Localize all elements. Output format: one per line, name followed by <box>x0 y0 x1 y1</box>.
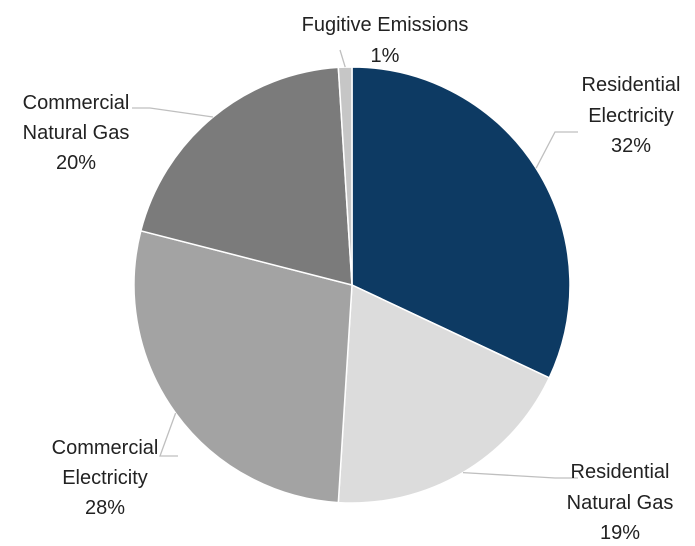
pie-slices <box>133 66 571 504</box>
leader-line-residential-natural-gas <box>462 471 578 479</box>
label-commercial-natural-gas-line1: Commercial <box>23 92 130 114</box>
leader-line-commercial-natural-gas <box>132 107 214 118</box>
label-residential-natural-gas: Residential Natural Gas 19% <box>567 461 674 544</box>
label-residential-natural-gas-percent: 19% <box>600 522 640 544</box>
leader-line-fugitive-emissions <box>339 49 346 68</box>
label-residential-electricity-line2: Electricity <box>588 105 674 127</box>
label-commercial-natural-gas-percent: 20% <box>56 152 96 174</box>
label-residential-electricity-line1: Residential <box>582 74 681 96</box>
label-commercial-natural-gas-line2: Natural Gas <box>23 122 130 144</box>
leader-lines <box>132 49 578 479</box>
pie-slice-residential-natural-gas <box>337 283 551 504</box>
label-commercial-natural-gas: Commercial Natural Gas 20% <box>23 92 130 174</box>
label-commercial-electricity: Commercial Electricity 28% <box>52 437 159 519</box>
pie-slice-commercial-natural-gas <box>139 66 353 286</box>
label-residential-electricity-percent: 32% <box>611 135 651 157</box>
leader-line-commercial-electricity <box>159 412 178 457</box>
label-residential-electricity: Residential Electricity 32% <box>582 74 681 157</box>
leader-line-residential-electricity <box>535 131 578 169</box>
label-commercial-electricity-line2: Electricity <box>62 467 148 489</box>
label-commercial-electricity-percent: 28% <box>85 497 125 519</box>
pie-slice-residential-electricity <box>351 66 571 379</box>
label-fugitive-emissions-name: Fugitive Emissions <box>302 14 469 36</box>
label-commercial-electricity-line1: Commercial <box>52 437 159 459</box>
label-fugitive-emissions-percent: 1% <box>371 45 400 67</box>
label-fugitive-emissions: Fugitive Emissions 1% <box>302 14 469 67</box>
label-residential-natural-gas-line1: Residential <box>571 461 670 483</box>
label-residential-natural-gas-line2: Natural Gas <box>567 492 674 514</box>
